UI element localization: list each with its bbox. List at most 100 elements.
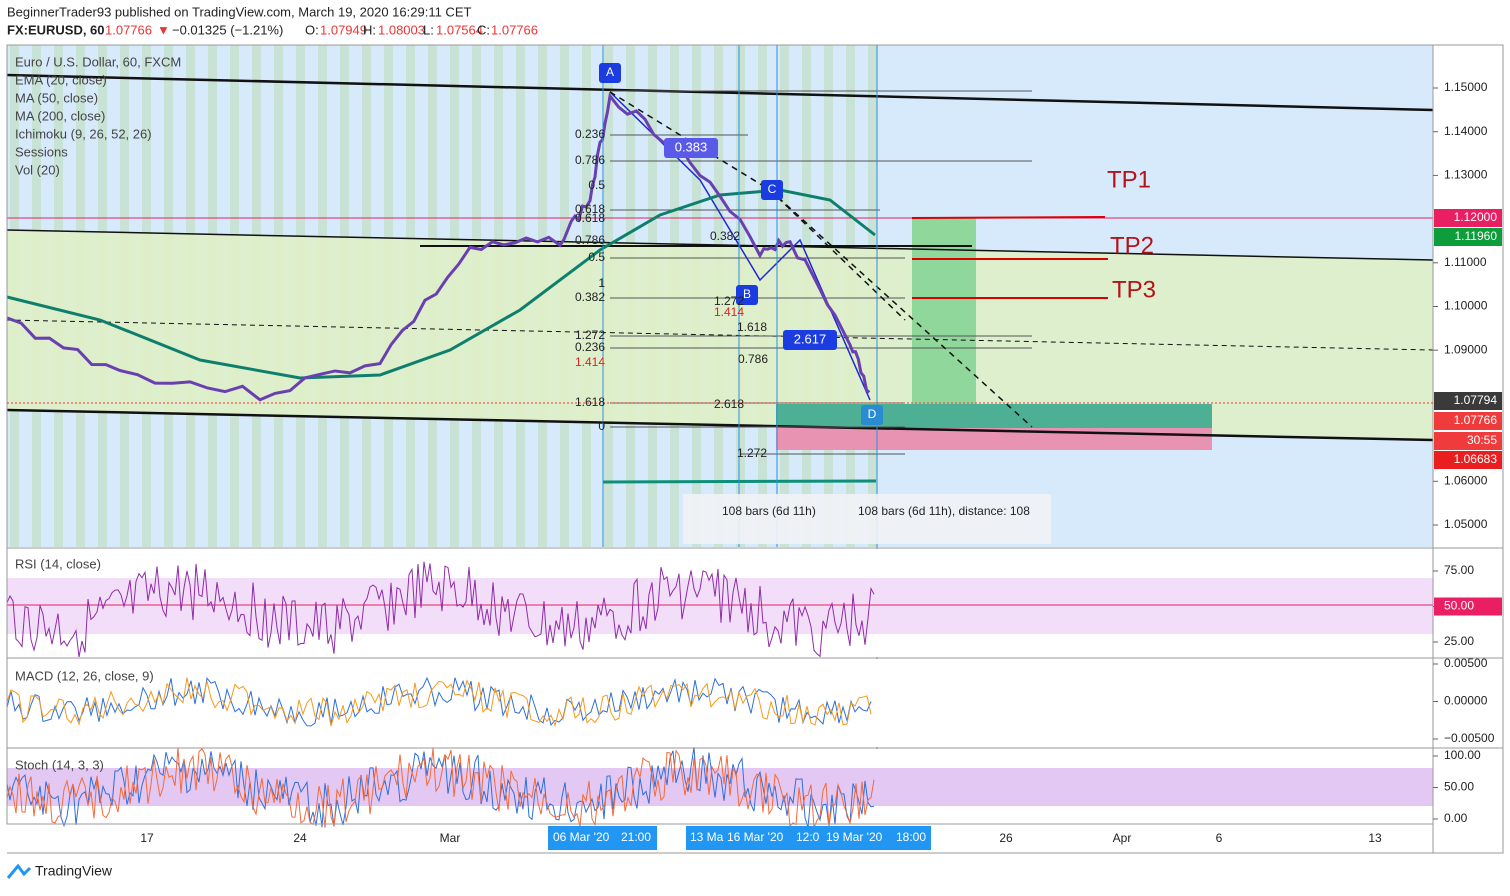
legend-item: MA (200, close) <box>15 108 105 123</box>
price-tag <box>1434 597 1502 616</box>
x-label: 17 <box>140 831 154 845</box>
x-highlight-label: 21:00 <box>621 830 651 844</box>
fib-label: 0.382 <box>710 229 740 243</box>
point-label: C <box>768 182 777 196</box>
symbol-info: −0.01325 (−1.21%) <box>172 22 283 37</box>
ratio-label: 0.383 <box>675 139 708 154</box>
pane-label: 25.00 <box>1444 634 1474 648</box>
legend-item: MA (50, close) <box>15 90 98 105</box>
x-highlight-label: 16 Mar '20 <box>727 830 784 844</box>
symbol-info: 1.08003 <box>378 22 425 37</box>
macd-pane <box>7 659 1433 747</box>
price-label: 1.05000 <box>1444 517 1488 531</box>
indicator-line <box>6 676 872 727</box>
target-label: TP1 <box>1107 166 1151 193</box>
x-label: Apr <box>1113 831 1132 845</box>
price-label: 1.14000 <box>1444 124 1488 138</box>
price-tag-label: 1.06683 <box>1454 452 1498 466</box>
price-label: 1.10000 <box>1444 299 1488 313</box>
pane-title: Stoch (14, 3, 3) <box>15 757 104 772</box>
legend-item: Vol (20) <box>15 162 60 177</box>
indicator-line <box>6 747 875 829</box>
oscillators <box>6 561 875 829</box>
point-label: B <box>743 287 751 301</box>
point-label: A <box>606 65 614 79</box>
symbol-info: 1.07949 <box>320 22 367 37</box>
fib-label: 0.786 <box>738 352 768 366</box>
price-label: 1.11000 <box>1444 255 1487 269</box>
ratio-badge <box>664 138 718 158</box>
stoch-band <box>7 768 1433 806</box>
fib-label: 0.786 <box>575 233 605 247</box>
price-tag <box>1434 209 1502 227</box>
fib-label: 0.236 <box>575 340 605 354</box>
fib-label: 1.272 <box>714 294 744 308</box>
fib-label: 1.618 <box>737 320 767 334</box>
price-tag-label: 1.11960 <box>1455 229 1498 243</box>
price-label: 1.15000 <box>1444 80 1488 94</box>
fib-label: 0.236 <box>575 127 605 141</box>
ratio-badge <box>783 330 837 350</box>
symbol-info: ▼ <box>157 22 170 37</box>
symbol-info: L: <box>423 22 434 37</box>
pane-label: −0.00500 <box>1444 731 1495 745</box>
measure-box <box>683 494 1051 544</box>
price-tag <box>1434 392 1502 410</box>
symbol-info: C: <box>477 22 490 37</box>
trend-line <box>6 408 1434 442</box>
price-tag-label: 1.12000 <box>1454 210 1498 224</box>
pane-title: RSI (14, close) <box>15 556 101 571</box>
x-highlight-label: 06 Mar '20 <box>553 830 610 844</box>
point-badge <box>736 285 758 305</box>
point-badge <box>599 63 621 83</box>
x-label: Mar <box>440 831 461 845</box>
fib-label: 0.5 <box>588 178 605 192</box>
price-tag-label: 30:55 <box>1467 433 1497 447</box>
price-tag <box>1434 451 1502 469</box>
fib-label: 0.5 <box>588 250 605 264</box>
x-highlight-label: 13 Ma <box>690 830 724 844</box>
price-tag-label: 1.07794 <box>1454 393 1498 407</box>
fib-label: 0 <box>598 419 605 433</box>
long-position <box>776 404 1212 428</box>
trend-line <box>6 319 1434 351</box>
fib-label: 0.786 <box>575 153 605 167</box>
symbol-info: O: <box>305 22 319 37</box>
pane-label: 75.00 <box>1444 563 1474 577</box>
legend-item: Ichimoku (9, 26, 52, 26) <box>15 126 152 141</box>
indicator-line <box>6 561 875 658</box>
price-label: 1.13000 <box>1444 168 1488 182</box>
measure-label: 108 bars (6d 11h) <box>722 504 816 518</box>
labels: BeginnerTrader93 published on TradingVie… <box>6 4 1502 879</box>
symbol-info: 1.07766 <box>105 22 152 37</box>
price-label: 1.06000 <box>1444 473 1488 487</box>
logo-icon <box>6 863 32 879</box>
symbol-info: 1.07564 <box>436 22 483 37</box>
price-line <box>6 92 871 402</box>
measure-label: 108 bars (6d 11h), distance: 108 <box>858 504 1030 518</box>
ratio-label: 2.617 <box>794 331 827 346</box>
indicator-line <box>6 677 872 728</box>
pane-label: 0.00500 <box>1444 656 1488 670</box>
x-label: 24 <box>293 831 307 845</box>
trend-line <box>6 73 1434 112</box>
pane-label: 50.00 <box>1444 780 1474 794</box>
price-tag <box>1434 412 1502 430</box>
fib-label: 0.618 <box>575 202 605 216</box>
pane-title: MACD (12, 26, close, 9) <box>15 668 154 683</box>
fib-label: 1.414 <box>714 305 744 319</box>
x-highlight <box>866 826 931 850</box>
fib-label: 1.272 <box>575 328 605 342</box>
x-highlight-label: 18:00 <box>896 830 926 844</box>
tp-line <box>911 216 1106 219</box>
price-tag <box>1434 228 1502 246</box>
x-label: 6 <box>1216 831 1223 845</box>
x-label: 13 <box>1368 831 1382 845</box>
x-highlight <box>686 826 866 850</box>
price-tag-label: 1.07766 <box>1454 413 1498 427</box>
pane-label: 100.00 <box>1444 748 1481 762</box>
symbol-info: 1.07766 <box>491 22 538 37</box>
author-line: BeginnerTrader93 published on TradingVie… <box>7 4 471 19</box>
fib-label: 1 <box>598 276 605 290</box>
